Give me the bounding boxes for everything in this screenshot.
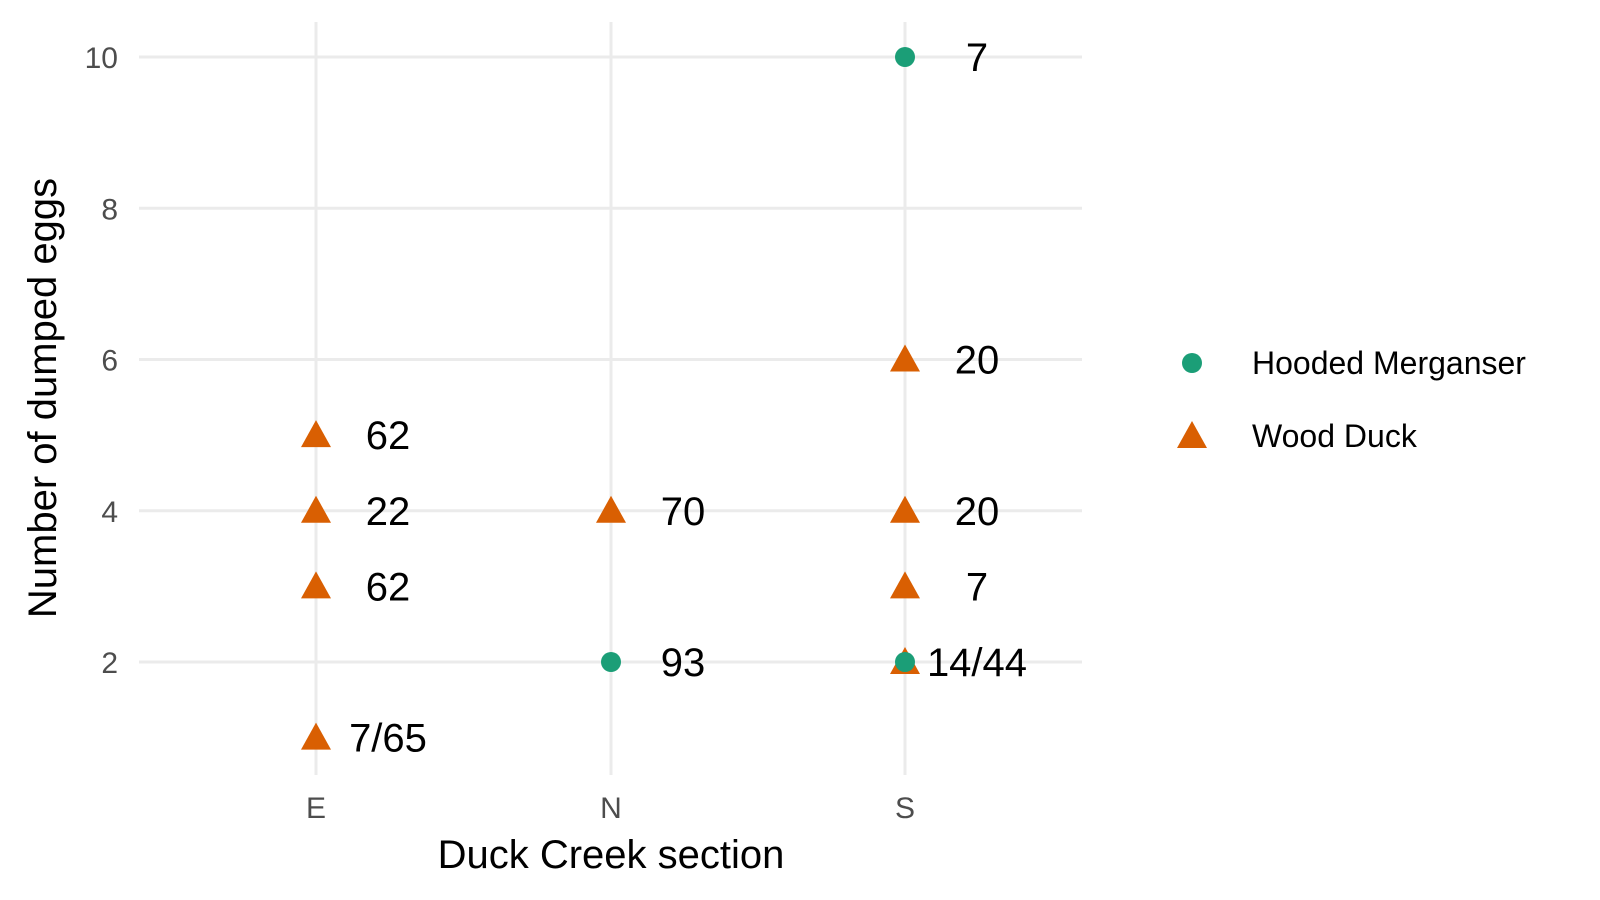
legend-triangle-key [1177,421,1207,448]
y-tick-label: 2 [101,647,118,680]
data-label: 62 [366,565,411,609]
data-label: 93 [661,641,706,685]
x-tick-label: E [306,792,326,825]
data-label: 62 [366,414,411,458]
legend-label: Hooded Merganser [1252,345,1526,381]
data-label: 20 [955,339,1000,383]
merganser-point [601,652,621,672]
data-label: 14/44 [927,641,1027,685]
wood-duck-point [890,495,920,523]
data-label: 20 [955,490,1000,534]
wood-duck-point [301,722,331,750]
merganser-point [895,652,915,672]
wood-duck-point [890,344,920,372]
x-tick-label: S [895,792,915,825]
x-axis-title: Duck Creek section [438,833,785,877]
tick-layer: 2 4 6 8 10 E N S [85,42,915,825]
merganser-point [895,47,915,67]
data-label: 7 [966,565,988,609]
legend-label: Wood Duck [1252,418,1418,454]
data-label: 70 [661,490,706,534]
wood-duck-point [890,571,920,599]
data-label: 7 [966,36,988,80]
legend: Hooded Merganser Wood Duck [1177,345,1526,454]
y-axis-title: Number of dumped eggs [21,178,65,618]
wood-duck-point [596,495,626,523]
y-tick-label: 4 [101,496,118,529]
label-layer: 7/65 62 22 62 93 70 14/44 7 20 20 7 [349,36,1027,761]
wood-duck-point [301,495,331,523]
data-label: 22 [366,490,411,534]
y-tick-label: 10 [85,42,118,75]
wood-duck-point [301,571,331,599]
x-tick-label: N [600,792,622,825]
y-tick-label: 8 [101,193,118,226]
grid-layer [139,22,1082,775]
wood-duck-point [301,420,331,448]
y-tick-label: 6 [101,345,118,378]
data-label: 7/65 [349,717,427,761]
legend-circle-key [1182,353,1202,373]
point-layer [301,47,920,750]
